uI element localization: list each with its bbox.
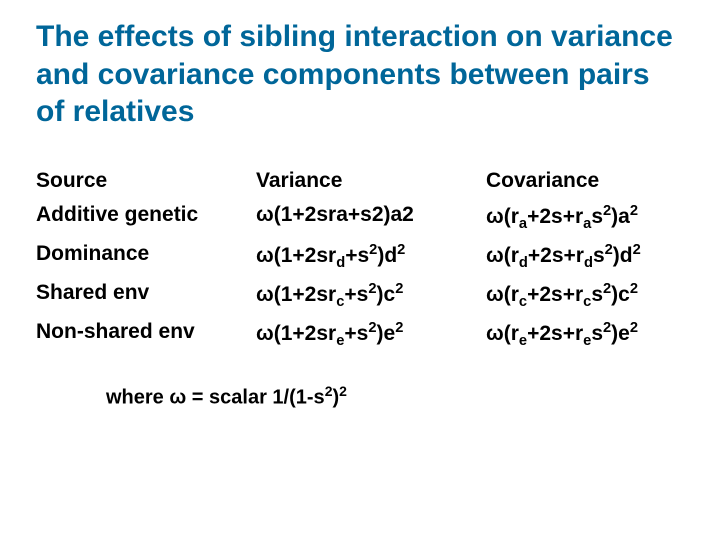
row-variance: ω(1+2src+s2)c2 <box>256 281 486 310</box>
row-variance: ω(1+2sra+s2)a2 <box>256 203 486 232</box>
header-covariance: Covariance <box>486 169 716 193</box>
row-source: Shared env <box>36 281 256 310</box>
row-source: Dominance <box>36 242 256 271</box>
footnote: where ω = scalar 1/(1-s2)2 <box>106 383 684 410</box>
row-variance: ω(1+2sre+s2)e2 <box>256 320 486 349</box>
row-covariance: ω(rd+2s+rds2)d2 <box>486 242 716 271</box>
row-source: Additive genetic <box>36 203 256 232</box>
slide-title: The effects of sibling interaction on va… <box>36 18 684 131</box>
row-covariance: ω(ra+2s+ras2)a2 <box>486 203 716 232</box>
row-source: Non-shared env <box>36 320 256 349</box>
row-variance: ω(1+2srd+s2)d2 <box>256 242 486 271</box>
header-variance: Variance <box>256 169 486 193</box>
row-covariance: ω(rc+2s+rcs2)c2 <box>486 281 716 310</box>
row-covariance: ω(re+2s+res2)e2 <box>486 320 716 349</box>
header-source: Source <box>36 169 256 193</box>
components-table: Source Variance Covariance Additive gene… <box>36 169 684 350</box>
slide: The effects of sibling interaction on va… <box>0 0 720 428</box>
